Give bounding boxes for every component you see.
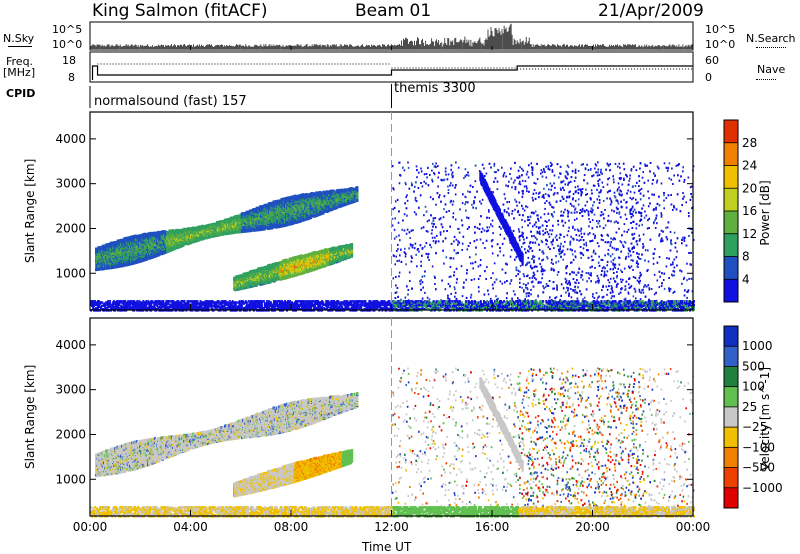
freq-unit: [MHz]	[3, 67, 35, 78]
xtick-label-1: 04:00	[173, 520, 208, 534]
nsearch-label: N.Search	[746, 33, 796, 44]
velocity-colorbar-tick-label-3: 25	[742, 400, 757, 414]
cpid-segment-1: normalsound (fast) 157	[94, 95, 247, 108]
xtick-label-6: 00:00	[676, 520, 711, 534]
xaxis-title: Time UT	[362, 541, 411, 553]
nsky-series	[89, 23, 693, 49]
power-heatmap	[90, 161, 695, 312]
freq-label: Freq.	[6, 56, 33, 67]
power-colorbar-swatch-1	[724, 256, 738, 280]
power-colorbar-swatch-6	[724, 142, 738, 166]
cpid-label: CPID	[6, 88, 35, 99]
ytick-label-0-0: 1000	[55, 266, 86, 280]
velocity-colorbar-swatch-8	[724, 326, 738, 347]
velocity-heatmap	[90, 367, 695, 518]
ytick-label-1-0: 1000	[55, 472, 86, 486]
freq-tick-low: 8	[68, 72, 75, 83]
xtick-label-4: 16:00	[475, 520, 510, 534]
station-title: King Salmon (fitACF)	[92, 3, 268, 20]
xtick-label-3: 12:00	[374, 520, 409, 534]
freq-series	[91, 65, 693, 80]
velocity-colorbar-tick-label-4: −25	[742, 420, 767, 434]
ytick-label-1-2: 3000	[55, 383, 86, 397]
power-colorbar-swatch-2	[724, 233, 738, 257]
velocity-colorbar-frame	[723, 325, 739, 509]
power-colorbar-tick-label-1: 8	[742, 250, 750, 264]
ytick-label-0-1: 2000	[55, 221, 86, 235]
nsky-tick-high: 10^5	[52, 24, 82, 35]
nave-dotted	[756, 79, 776, 80]
ytick-label-1-1: 2000	[55, 427, 86, 441]
velocity-colorbar-tick-label-0: 1000	[742, 339, 773, 353]
power-colorbar-tick-label-5: 24	[742, 159, 757, 173]
nave-tick-low: 0	[705, 72, 712, 83]
velocity-colorbar-swatch-4	[724, 406, 738, 428]
nsky-label: N.Sky	[3, 33, 34, 44]
velocity-colorbar-swatch-7	[724, 346, 738, 367]
velocity-colorbar-tick-label-2: 100	[742, 380, 765, 394]
power-colorbar-tick-label-4: 20	[742, 181, 757, 195]
beam-title: Beam 01	[355, 3, 431, 20]
nsearch-tick-low: 10^0	[705, 39, 735, 50]
power-colorbar-swatch-5	[724, 165, 738, 189]
nave-tick-high: 60	[705, 55, 719, 66]
velocity-colorbar-swatch-1	[724, 467, 738, 488]
nsearch-tick-high: 10^5	[705, 24, 735, 35]
nave-series	[97, 63, 693, 70]
power-colorbar-tick-label-6: 28	[742, 136, 757, 150]
nsky-tick-low: 10^0	[52, 39, 82, 50]
power-colorbar-swatch-3	[724, 211, 738, 234]
ytick-label-0-2: 3000	[55, 177, 86, 191]
velocity-colorbar-tick-label-7: −1000	[742, 481, 783, 495]
velocity-colorbar-tick-label-1: 500	[742, 359, 765, 373]
freq-tick-high: 18	[62, 55, 76, 66]
velocity-colorbar-tick-label-6: −500	[742, 461, 775, 475]
power-colorbar-swatch-4	[724, 188, 738, 211]
cpid-segment-2: themis 3300	[394, 82, 476, 95]
power-colorbar-swatch-0	[724, 279, 738, 302]
xtick-label-2: 08:00	[274, 520, 309, 534]
power-colorbar-tick-label-2: 12	[742, 227, 757, 241]
freq-panel	[89, 51, 694, 83]
nsearch-dotted	[756, 47, 786, 48]
power-colorbar-swatch-7	[724, 120, 738, 143]
velocity-colorbar-swatch-6	[724, 366, 738, 387]
nave-label: Nave	[757, 64, 785, 75]
xtick-label-5: 20:00	[575, 520, 610, 534]
velocity-colorbar-swatch-2	[724, 447, 738, 468]
velocity-colorbar-swatch-3	[724, 427, 738, 448]
nsky-underline	[8, 46, 32, 47]
ytick-label-1-3: 4000	[55, 338, 86, 352]
velocity-colorbar-swatch-5	[724, 386, 738, 407]
velocity-colorbar-tick-label-5: −100	[742, 440, 775, 454]
xtick-label-0: 00:00	[73, 520, 108, 534]
velocity-colorbar-swatch-0	[724, 487, 738, 508]
ytick-label-0-3: 4000	[55, 132, 86, 146]
power-colorbar-tick-label-0: 4	[742, 272, 750, 286]
power-colorbar-tick-label-3: 16	[742, 204, 757, 218]
date-title: 21/Apr/2009	[598, 3, 704, 20]
